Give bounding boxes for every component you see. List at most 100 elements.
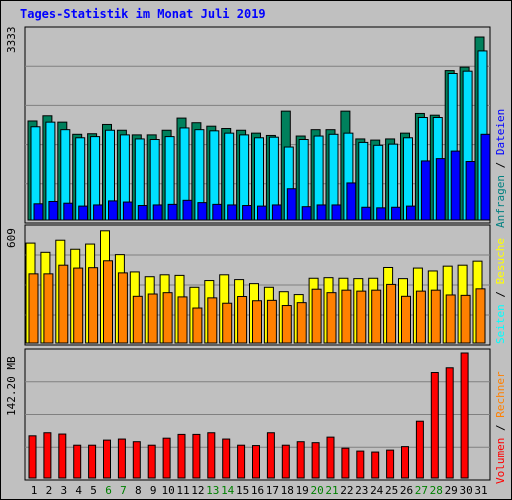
x-tick-label-day-30: 30 [459, 484, 472, 497]
pages-bar-day-28 [435, 158, 446, 221]
sites-bar-day-24 [371, 289, 382, 344]
x-tick-label-day-4: 4 [75, 484, 82, 497]
volume-bar-day-16 [252, 445, 260, 479]
volume-bar-day-25 [386, 449, 395, 479]
pages-bar-day-23 [361, 206, 372, 221]
x-tick-label-day-5: 5 [90, 484, 97, 497]
pages-bar-day-11 [182, 199, 193, 221]
pages-bar-day-18 [286, 188, 297, 221]
pages-bar-day-4 [78, 205, 89, 221]
sites-bar-day-11 [177, 296, 188, 344]
sites-bar-day-15 [237, 296, 248, 344]
sites-bar-day-29 [445, 294, 456, 344]
volume-bar-day-5 [88, 444, 97, 479]
volume-bar-day-30 [460, 352, 469, 479]
pages-bar-day-9 [152, 204, 163, 221]
x-tick-label-day-23: 23 [355, 484, 368, 497]
x-tick-label-day-24: 24 [370, 484, 384, 497]
pages-bar-day-8 [137, 205, 148, 221]
volume-bar-day-18 [281, 444, 290, 479]
sites-bar-day-5 [88, 267, 99, 344]
sites-bar-day-22 [341, 289, 352, 344]
volume-bar-day-7 [117, 438, 126, 479]
x-tick-label-day-27: 27 [415, 484, 428, 497]
volume-bar-day-3 [58, 433, 67, 479]
sites-bar-day-21 [326, 292, 337, 344]
sites-bar-day-30 [460, 294, 471, 344]
sites-bar-day-23 [356, 290, 367, 344]
sites-bar-day-10 [162, 292, 173, 344]
x-tick-label-day-20: 20 [310, 484, 323, 497]
pages-bar-day-19 [301, 206, 312, 221]
volume-bar-day-22 [341, 447, 350, 479]
pages-bar-day-31 [480, 133, 491, 221]
pages-bar-day-3 [63, 202, 74, 221]
sites-bar-day-2 [43, 273, 54, 344]
pages-bar-day-30 [465, 161, 476, 221]
x-tick-label-day-9: 9 [150, 484, 157, 497]
x-tick-label-day-1: 1 [31, 484, 38, 497]
sites-bar-day-14 [222, 302, 233, 344]
volume-bar-day-10 [162, 437, 171, 479]
x-tick-label-day-13: 13 [206, 484, 219, 497]
sites-bar-day-8 [132, 295, 143, 344]
pages-bar-day-22 [346, 182, 357, 221]
x-tick-label-day-19: 19 [296, 484, 309, 497]
x-tick-label-day-3: 3 [60, 484, 67, 497]
volume-bar-day-21 [326, 436, 335, 479]
x-tick-label-day-28: 28 [430, 484, 443, 497]
pages-bar-day-1 [33, 203, 44, 221]
volume-bar-day-2 [43, 432, 52, 479]
pages-bar-day-20 [316, 204, 327, 221]
x-tick-label-day-7: 7 [120, 484, 127, 497]
volume-bar-day-12 [192, 433, 201, 479]
sites-bar-day-28 [430, 289, 441, 344]
x-tick-label-day-8: 8 [135, 484, 142, 497]
x-tick-label-day-26: 26 [400, 484, 413, 497]
pages-bar-day-21 [331, 204, 342, 221]
x-tick-label-day-16: 16 [251, 484, 264, 497]
x-tick-label-day-15: 15 [236, 484, 249, 497]
volume-bar-day-19 [296, 441, 305, 479]
sites-bar-day-31 [475, 288, 486, 344]
volume-bar-day-11 [177, 433, 186, 479]
pages-bar-day-13 [212, 203, 223, 221]
sites-bar-day-4 [73, 267, 84, 344]
sites-bar-day-13 [207, 297, 218, 344]
volume-bar-day-13 [207, 432, 216, 479]
pages-bar-day-12 [197, 202, 208, 221]
volume-bar-day-27 [415, 420, 424, 479]
volume-bar-day-4 [73, 444, 82, 479]
sites-bar-day-26 [401, 295, 411, 344]
pages-bar-day-25 [391, 206, 402, 221]
page-title: Tages-Statistik im Monat Juli 2019 [20, 7, 266, 21]
volume-bar-day-1 [28, 435, 37, 479]
sites-bar-day-9 [147, 293, 158, 344]
pages-bar-day-26 [406, 205, 416, 221]
x-tick-label-day-21: 21 [325, 484, 338, 497]
x-tick-label-day-12: 12 [191, 484, 204, 497]
pages-bar-day-5 [93, 204, 104, 221]
sites-bar-day-18 [281, 305, 292, 344]
pages-bar-day-24 [376, 207, 387, 221]
pages-bar-day-15 [242, 205, 253, 221]
sites-bar-day-6 [103, 260, 113, 344]
x-tick-label-day-22: 22 [340, 484, 353, 497]
volume-bar-day-8 [132, 441, 141, 479]
volume-bar-day-9 [147, 444, 156, 479]
x-tick-label-day-31: 31 [474, 484, 487, 497]
volume-bar-day-29 [445, 367, 454, 479]
pages-bar-day-16 [257, 205, 267, 221]
pages-bar-day-27 [420, 160, 431, 221]
sites-bar-day-12 [192, 307, 203, 344]
x-tick-label-day-6: 6 [105, 484, 112, 497]
pages-bar-day-2 [48, 200, 59, 221]
volume-bar-day-20 [311, 442, 320, 479]
pages-bar-day-6 [108, 200, 118, 221]
volume-bar-day-15 [237, 444, 246, 479]
sites-bar-day-17 [266, 299, 277, 344]
sites-bar-day-27 [415, 290, 426, 344]
x-tick-label-day-11: 11 [176, 484, 189, 497]
volume-bar-day-28 [430, 372, 439, 479]
